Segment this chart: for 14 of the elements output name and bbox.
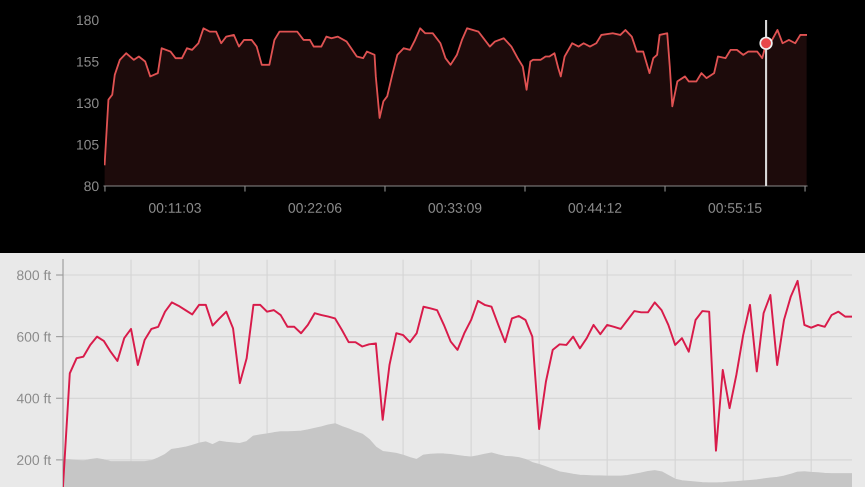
x-tick-label: 00:22:06: [288, 203, 342, 213]
x-tick-label: 00:55:15: [708, 203, 762, 213]
y-tick-label: 105: [77, 140, 99, 150]
x-tick-label: 00:33:09: [428, 203, 482, 213]
y-tick-label: 80: [84, 181, 99, 192]
y-tick-label: 200 ft: [17, 454, 52, 466]
y-tick-label: 800 ft: [17, 270, 52, 280]
y-tick-label: 600 ft: [17, 332, 52, 342]
y-tick-label: 400 ft: [16, 393, 52, 404]
y-tick-label: 130: [77, 98, 99, 108]
x-tick-label: 00:11:03: [148, 203, 201, 213]
y-tick-label: 180: [77, 15, 99, 26]
y-tick-label: 155: [77, 56, 99, 67]
x-tick-label: 00:44:12: [568, 203, 622, 213]
